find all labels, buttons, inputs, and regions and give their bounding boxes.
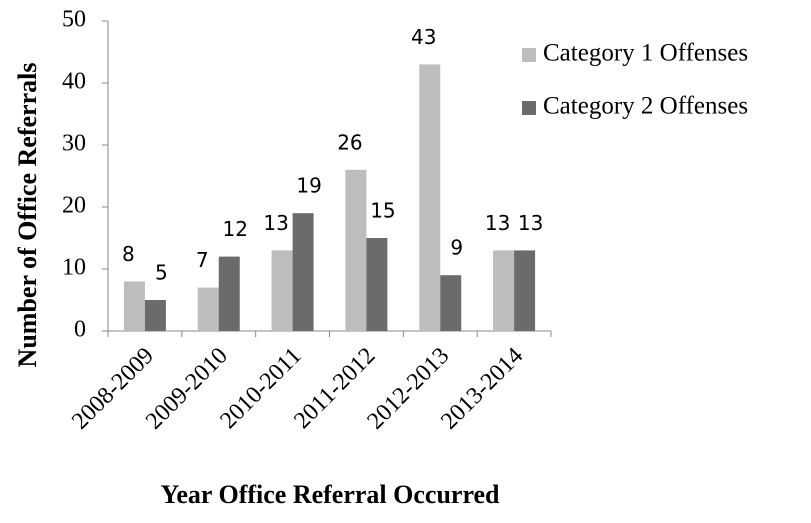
data-label: 43	[411, 25, 436, 49]
y-tick-label: 30	[62, 131, 86, 157]
x-tick-label: 2009-2010	[141, 343, 233, 435]
data-label: 13	[263, 211, 288, 235]
x-axis-title: Year Office Referral Occurred	[160, 480, 500, 509]
data-label: 13	[485, 211, 510, 235]
data-label: 8	[122, 242, 135, 266]
data-label: 7	[196, 248, 209, 272]
bar	[292, 213, 314, 331]
bar	[271, 250, 293, 331]
bar	[366, 238, 388, 331]
y-tick-label: 0	[74, 317, 86, 343]
legend-label: Category 2 Offenses	[543, 93, 748, 120]
y-tick-label: 20	[62, 193, 86, 219]
y-axis-title: Number of Office Referrals	[13, 63, 42, 368]
legend-swatch	[522, 101, 536, 115]
bar	[123, 281, 145, 331]
bar	[197, 287, 219, 331]
bar	[218, 256, 240, 331]
bar	[514, 250, 536, 331]
data-label: 15	[370, 199, 395, 223]
data-label: 5	[155, 261, 168, 285]
bar	[144, 300, 166, 331]
bar	[493, 250, 515, 331]
data-label: 9	[450, 236, 463, 260]
bar	[419, 64, 441, 332]
data-label: 26	[337, 130, 362, 154]
data-label: 13	[518, 211, 543, 235]
data-label: 19	[296, 174, 321, 198]
legend-swatch	[522, 48, 536, 62]
y-tick-label: 10	[62, 255, 86, 281]
bar	[440, 275, 462, 331]
x-tick-label: 2013-2014	[436, 343, 528, 435]
y-tick-label: 50	[62, 7, 86, 33]
y-tick-label: 40	[62, 69, 86, 95]
legend-label: Category 1 Offenses	[543, 40, 748, 67]
data-label: 12	[223, 217, 248, 241]
bar	[345, 169, 367, 331]
